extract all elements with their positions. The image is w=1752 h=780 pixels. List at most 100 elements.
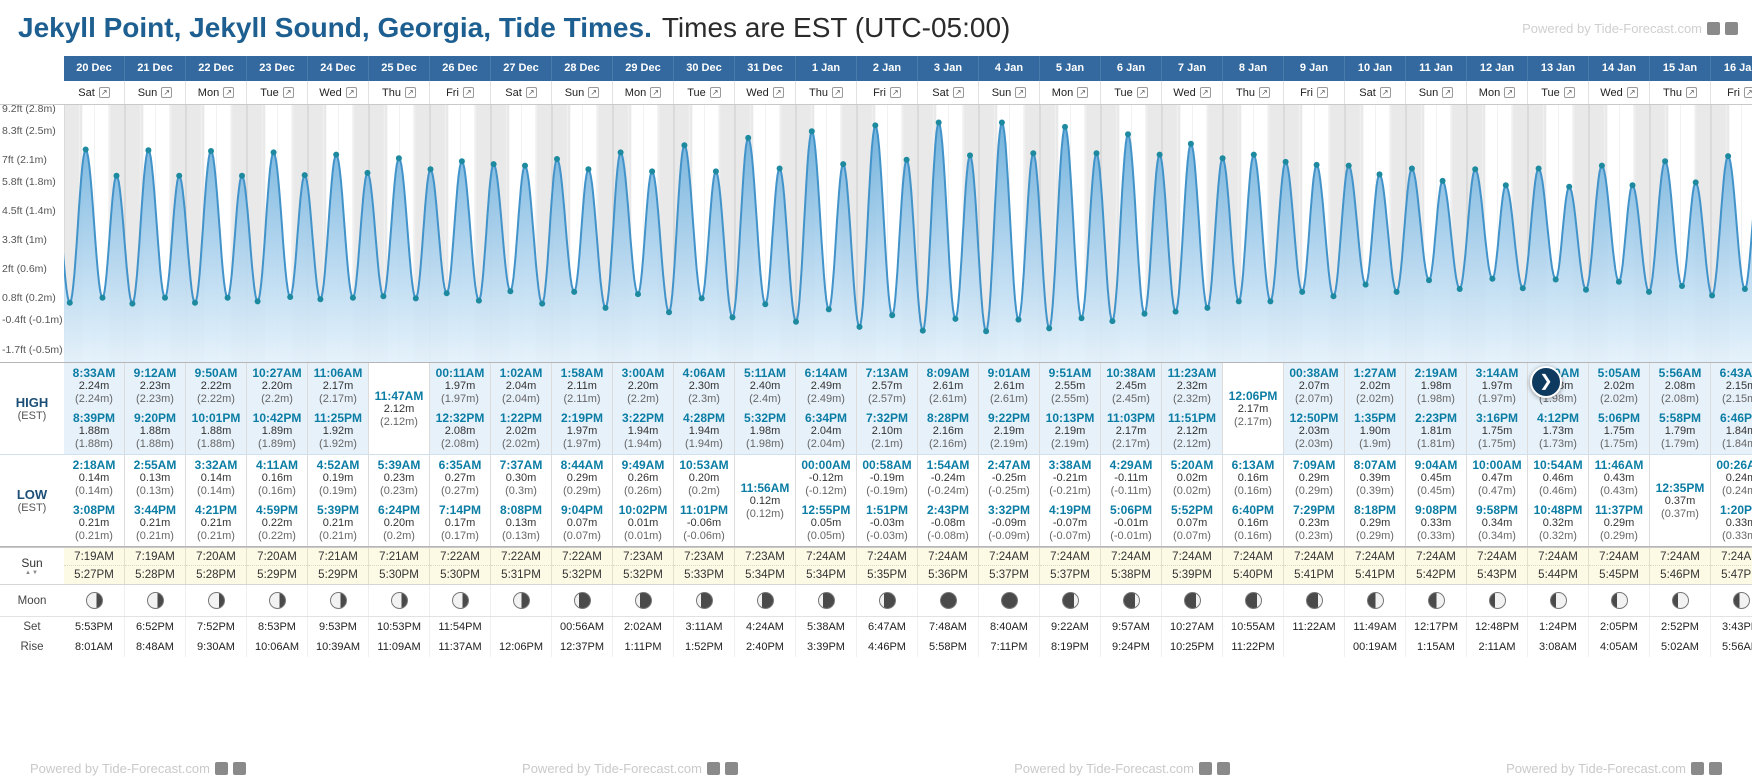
weekday-cell[interactable]: Mon ↗ bbox=[186, 81, 247, 104]
date-header-cell[interactable]: 6 Jan bbox=[1101, 56, 1162, 81]
weekday-cell[interactable]: Thu ↗ bbox=[1223, 81, 1284, 104]
expand-day-icon[interactable]: ↗ bbox=[98, 87, 110, 98]
weekday-cell[interactable]: Sat ↗ bbox=[64, 81, 125, 104]
weekday-cell[interactable]: Thu ↗ bbox=[369, 81, 430, 104]
date-header-cell[interactable]: 9 Jan bbox=[1284, 56, 1345, 81]
expand-day-icon[interactable]: ↗ bbox=[1442, 87, 1454, 98]
expand-day-icon[interactable]: ↗ bbox=[1077, 87, 1089, 98]
date-header-cell[interactable]: 1 Jan bbox=[796, 56, 857, 81]
footer-link-icon[interactable] bbox=[1691, 761, 1704, 775]
weekday-cell[interactable]: Tue ↗ bbox=[1528, 81, 1589, 104]
footer-link-icon[interactable] bbox=[1725, 21, 1738, 35]
expand-day-icon[interactable]: ↗ bbox=[650, 87, 662, 98]
expand-day-icon[interactable]: ↗ bbox=[588, 87, 600, 98]
date-header-cell[interactable]: 5 Jan bbox=[1040, 56, 1101, 81]
weekday-cell[interactable]: Sat ↗ bbox=[1345, 81, 1406, 104]
weekday-cell[interactable]: Fri ↗ bbox=[1711, 81, 1752, 104]
date-header-cell[interactable]: 24 Dec bbox=[308, 56, 369, 81]
footer-link-icon[interactable] bbox=[1198, 761, 1212, 775]
footer-link-icon[interactable] bbox=[1709, 761, 1722, 775]
date-header-cell[interactable]: 13 Jan bbox=[1528, 56, 1589, 81]
weekday-cell[interactable]: Mon ↗ bbox=[613, 81, 674, 104]
expand-day-icon[interactable]: ↗ bbox=[1316, 87, 1328, 98]
weekday-cell[interactable]: Sun ↗ bbox=[552, 81, 613, 104]
expand-day-icon[interactable]: ↗ bbox=[709, 87, 721, 98]
date-header-cell[interactable]: 28 Dec bbox=[552, 56, 613, 81]
footer-link-icon[interactable] bbox=[706, 761, 720, 775]
date-header-cell[interactable]: 12 Jan bbox=[1467, 56, 1528, 81]
date-header-cell[interactable]: 7 Jan bbox=[1162, 56, 1223, 81]
expand-day-icon[interactable]: ↗ bbox=[1504, 87, 1516, 98]
expand-day-icon[interactable]: ↗ bbox=[772, 87, 784, 98]
weekday-cell[interactable]: Sun ↗ bbox=[979, 81, 1040, 104]
footer-link-icon[interactable] bbox=[724, 761, 738, 775]
weekday-cell[interactable]: Sun ↗ bbox=[125, 81, 186, 104]
weekday-cell[interactable]: Wed ↗ bbox=[735, 81, 796, 104]
date-header-cell[interactable]: 10 Jan bbox=[1345, 56, 1406, 81]
date-header-cell[interactable]: 25 Dec bbox=[369, 56, 430, 81]
expand-day-icon[interactable]: ↗ bbox=[952, 87, 964, 98]
weekday-cell[interactable]: Tue ↗ bbox=[1101, 81, 1162, 104]
footer-link-icon[interactable] bbox=[214, 761, 228, 775]
expand-day-icon[interactable]: ↗ bbox=[1136, 87, 1148, 98]
date-header-cell[interactable]: 2 Jan bbox=[857, 56, 918, 81]
weekday-cell[interactable]: Fri ↗ bbox=[1284, 81, 1345, 104]
expand-day-icon[interactable]: ↗ bbox=[282, 87, 294, 98]
weekday-cell[interactable]: Sat ↗ bbox=[491, 81, 552, 104]
date-header-cell[interactable]: 3 Jan bbox=[918, 56, 979, 81]
weekday-label: Sun bbox=[1418, 86, 1439, 99]
expand-day-icon[interactable]: ↗ bbox=[345, 87, 357, 98]
date-header-cell[interactable]: 22 Dec bbox=[186, 56, 247, 81]
weekday-cell[interactable]: Thu ↗ bbox=[796, 81, 857, 104]
date-header-cell[interactable]: 4 Jan bbox=[979, 56, 1040, 81]
weekday-cell[interactable]: Wed ↗ bbox=[308, 81, 369, 104]
expand-day-icon[interactable]: ↗ bbox=[404, 87, 416, 98]
date-header-cell[interactable]: 8 Jan bbox=[1223, 56, 1284, 81]
date-header-cell[interactable]: 23 Dec bbox=[247, 56, 308, 81]
expand-day-icon[interactable]: ↗ bbox=[525, 87, 537, 98]
weekday-cell[interactable]: Sun ↗ bbox=[1406, 81, 1467, 104]
weekday-cell[interactable]: Wed ↗ bbox=[1589, 81, 1650, 104]
sun-cell: 7:24AM 5:37PM bbox=[1040, 548, 1101, 584]
tide-time: 8:28PM bbox=[926, 411, 970, 426]
date-header-cell[interactable]: 27 Dec bbox=[491, 56, 552, 81]
date-header-cell[interactable]: 30 Dec bbox=[674, 56, 735, 81]
tide-height-secondary: (0.16m) bbox=[1234, 530, 1272, 543]
expand-day-icon[interactable]: ↗ bbox=[1258, 87, 1270, 98]
date-header-cell[interactable]: 29 Dec bbox=[613, 56, 674, 81]
date-header-cell[interactable]: 26 Dec bbox=[430, 56, 491, 81]
weekday-cell[interactable]: Mon ↗ bbox=[1040, 81, 1101, 104]
tide-extreme-dot bbox=[554, 156, 560, 162]
footer-link-icon[interactable] bbox=[1707, 21, 1720, 35]
weekday-cell[interactable]: Fri ↗ bbox=[857, 81, 918, 104]
weekday-cell[interactable]: Wed ↗ bbox=[1162, 81, 1223, 104]
weekday-cell[interactable]: Sat ↗ bbox=[918, 81, 979, 104]
date-header-cell[interactable]: 21 Dec bbox=[125, 56, 186, 81]
footer-link-icon[interactable] bbox=[1216, 761, 1230, 775]
expand-day-icon[interactable]: ↗ bbox=[889, 87, 901, 98]
footer-link-icon[interactable] bbox=[232, 761, 246, 775]
weekday-cell[interactable]: Tue ↗ bbox=[674, 81, 735, 104]
expand-day-icon[interactable]: ↗ bbox=[462, 87, 474, 98]
date-header-cell[interactable]: 16 Jan bbox=[1711, 56, 1752, 81]
expand-day-icon[interactable]: ↗ bbox=[161, 87, 173, 98]
weekday-cell[interactable]: Fri ↗ bbox=[430, 81, 491, 104]
expand-day-icon[interactable]: ↗ bbox=[223, 87, 235, 98]
date-header-cell[interactable]: 14 Jan bbox=[1589, 56, 1650, 81]
expand-day-icon[interactable]: ↗ bbox=[1626, 87, 1638, 98]
date-header-cell[interactable]: 11 Jan bbox=[1406, 56, 1467, 81]
expand-day-icon[interactable]: ↗ bbox=[1743, 87, 1752, 98]
weekday-cell[interactable]: Tue ↗ bbox=[247, 81, 308, 104]
expand-day-icon[interactable]: ↗ bbox=[1015, 87, 1027, 98]
expand-day-icon[interactable]: ↗ bbox=[1379, 87, 1391, 98]
date-header-cell[interactable]: 31 Dec bbox=[735, 56, 796, 81]
weekday-cell[interactable]: Thu ↗ bbox=[1650, 81, 1711, 104]
expand-day-icon[interactable]: ↗ bbox=[1199, 87, 1211, 98]
expand-day-icon[interactable]: ↗ bbox=[1685, 87, 1697, 98]
date-header-cell[interactable]: 15 Jan bbox=[1650, 56, 1711, 81]
scroll-right-button[interactable]: ❯ bbox=[1530, 366, 1562, 398]
expand-day-icon[interactable]: ↗ bbox=[831, 87, 843, 98]
date-header-cell[interactable]: 20 Dec bbox=[64, 56, 125, 81]
weekday-cell[interactable]: Mon ↗ bbox=[1467, 81, 1528, 104]
expand-day-icon[interactable]: ↗ bbox=[1563, 87, 1575, 98]
